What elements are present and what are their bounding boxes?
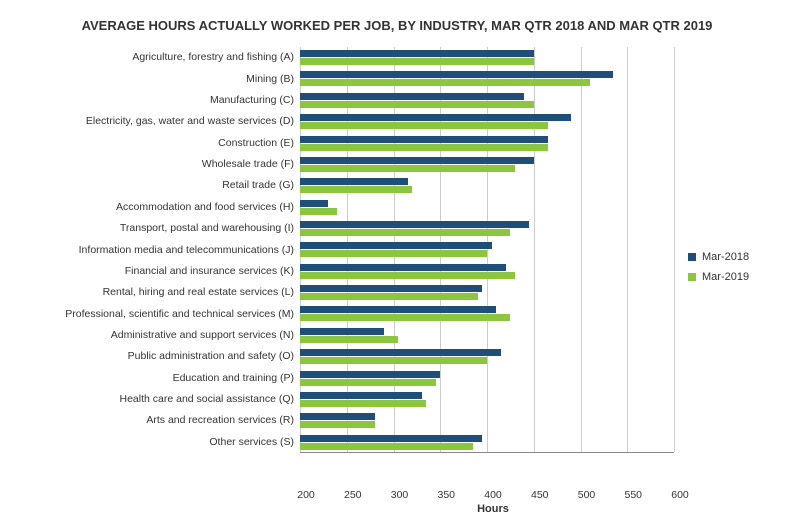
bar-2018 (300, 221, 529, 228)
bar-2018 (300, 93, 524, 100)
bar-2019 (300, 165, 515, 172)
y-axis-labels: Agriculture, forestry and fishing (A) Min… (10, 47, 300, 453)
gridline (581, 47, 582, 452)
bar-2019 (300, 293, 478, 300)
category-label: Rental, hiring and real estate services … (10, 287, 294, 298)
bar-2018 (300, 349, 501, 356)
bar-2019 (300, 58, 534, 65)
category-label: Public administration and safety (O) (10, 351, 294, 362)
bar-2019 (300, 336, 398, 343)
x-tick: 600 (671, 489, 689, 501)
category-label: Electricity, gas, water and waste servic… (10, 116, 294, 127)
bar-2018 (300, 242, 492, 249)
bar-2019 (300, 208, 337, 215)
gridline (674, 47, 675, 452)
category-label: Accommodation and food services (H) (10, 202, 294, 213)
bar-2019 (300, 229, 510, 236)
chart-container: AVERAGE HOURS ACTUALLY WORKED PER JOB, B… (0, 0, 794, 528)
bar-2019 (300, 144, 548, 151)
gridline (627, 47, 628, 452)
bar-2019 (300, 357, 487, 364)
category-label: Arts and recreation services (R) (10, 415, 294, 426)
category-label: Retail trade (G) (10, 180, 294, 191)
bar-2019 (300, 122, 548, 129)
legend-label: Mar-2019 (702, 271, 749, 283)
bar-2018 (300, 200, 328, 207)
bar-2018 (300, 71, 613, 78)
bar-2019 (300, 186, 412, 193)
category-label: Agriculture, forestry and fishing (A) (10, 52, 294, 63)
legend-label: Mar-2018 (702, 251, 749, 263)
category-label: Professional, scientific and technical s… (10, 309, 294, 320)
x-tick: 350 (437, 489, 455, 501)
category-label: Manufacturing (C) (10, 95, 294, 106)
bar-2018 (300, 264, 506, 271)
legend-item: Mar-2018 (688, 251, 784, 263)
bar-2019 (300, 250, 487, 257)
legend-swatch (688, 273, 696, 281)
category-label: Financial and insurance services (K) (10, 266, 294, 277)
bar-2018 (300, 328, 384, 335)
bar-2018 (300, 136, 548, 143)
bar-2018 (300, 50, 534, 57)
category-label: Transport, postal and warehousing (I) (10, 223, 294, 234)
bar-2018 (300, 371, 440, 378)
chart-title: AVERAGE HOURS ACTUALLY WORKED PER JOB, B… (50, 18, 744, 35)
bar-2018 (300, 285, 482, 292)
plot-wrap: Agriculture, forestry and fishing (A) Min… (10, 47, 784, 487)
plot-area: Agriculture, forestry and fishing (A) Min… (10, 47, 674, 487)
legend-item: Mar-2019 (688, 271, 784, 283)
category-label: Wholesale trade (F) (10, 159, 294, 170)
bar-2019 (300, 314, 510, 321)
bar-2018 (300, 435, 482, 442)
category-label: Health care and social assistance (Q) (10, 394, 294, 405)
bar-2019 (300, 400, 426, 407)
x-tick: 200 (297, 489, 315, 501)
x-axis-ticks: 200250300350400450500550600 (306, 487, 680, 501)
bar-2019 (300, 421, 375, 428)
category-label: Education and training (P) (10, 373, 294, 384)
bar-2018 (300, 178, 408, 185)
x-tick: 300 (391, 489, 409, 501)
bar-2018 (300, 413, 375, 420)
category-label: Other services (S) (10, 437, 294, 448)
x-tick: 450 (531, 489, 549, 501)
category-label: Information media and telecommunications… (10, 245, 294, 256)
legend-swatch (688, 253, 696, 261)
bar-2018 (300, 114, 571, 121)
x-axis: 200250300350400450500550600 Hours (306, 487, 680, 521)
bar-2019 (300, 101, 534, 108)
category-label: Administrative and support services (N) (10, 330, 294, 341)
bar-2018 (300, 157, 534, 164)
bar-2019 (300, 272, 515, 279)
x-tick: 500 (578, 489, 596, 501)
legend: Mar-2018 Mar-2019 (674, 47, 784, 487)
bar-2018 (300, 306, 496, 313)
bar-2019 (300, 79, 590, 86)
gridline (534, 47, 535, 452)
bar-2019 (300, 379, 436, 386)
category-label: Construction (E) (10, 138, 294, 149)
x-tick: 250 (344, 489, 362, 501)
bars-region (300, 47, 674, 453)
bar-2019 (300, 443, 473, 450)
bar-2018 (300, 392, 422, 399)
x-tick: 400 (484, 489, 502, 501)
x-tick: 550 (624, 489, 642, 501)
x-axis-label: Hours (306, 503, 680, 515)
category-label: Mining (B) (10, 74, 294, 85)
